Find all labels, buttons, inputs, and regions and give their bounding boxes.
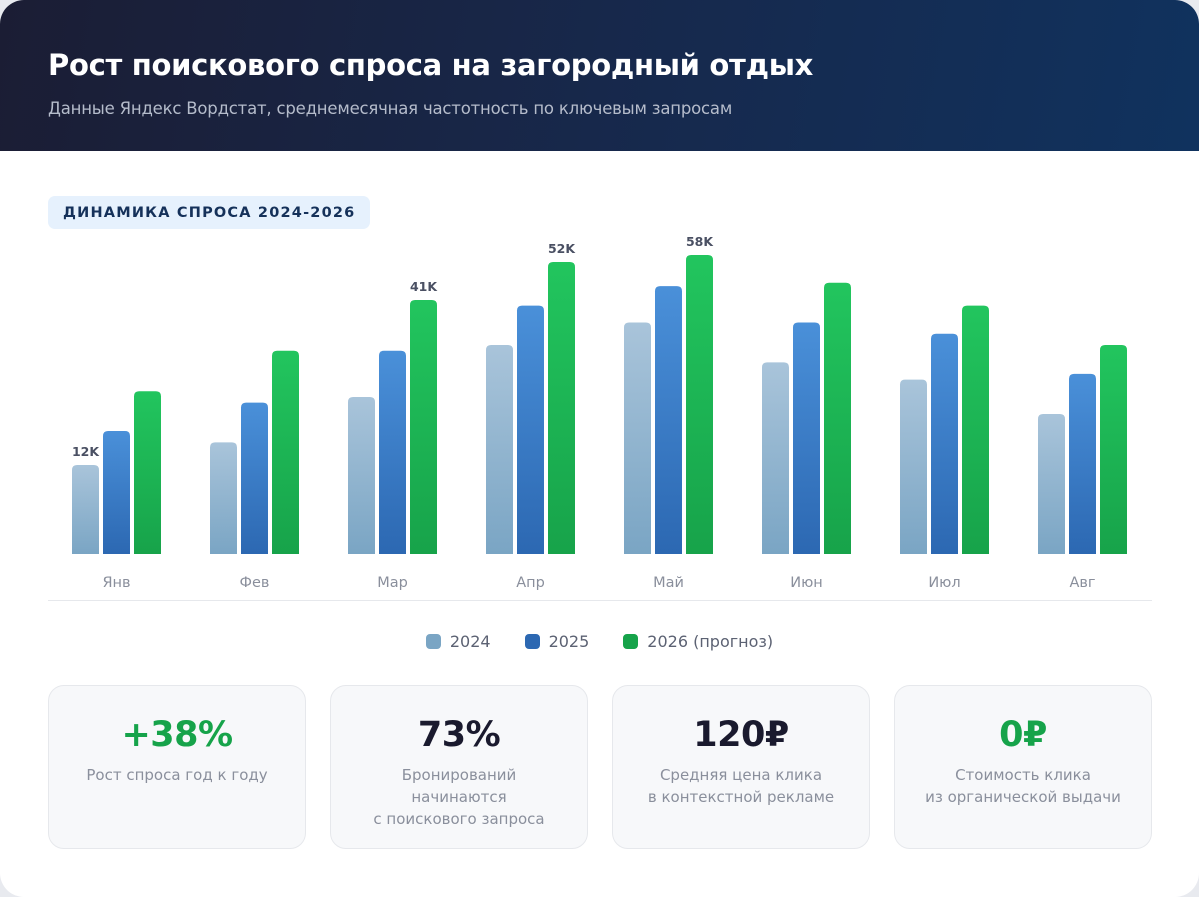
bar-Май-2024: [624, 322, 651, 554]
legend-label: 2024: [449, 632, 491, 651]
legend-swatch-icon: [623, 634, 639, 649]
bar-Янв-2026: [134, 391, 161, 554]
x-tick-label: Апр: [516, 575, 545, 591]
bar-Июн-2024: [762, 362, 789, 554]
bar-Фев-2024: [210, 442, 237, 554]
bar-Авг-2025: [1069, 373, 1096, 554]
legend-item-2026: 2026 (прогноз): [623, 632, 773, 651]
stat-card-growth: +38% Рост спроса год к году: [48, 685, 306, 849]
stat-card-organic: 0₽ Стоимость клика из органической выдач…: [894, 685, 1152, 849]
x-tick-label: Мар: [377, 575, 408, 591]
legend-swatch-icon: [425, 634, 441, 649]
data-label: 12K: [72, 444, 100, 459]
bar-Май-2026: [686, 255, 713, 554]
stat-value: 0₽: [999, 715, 1047, 755]
section-badge: ДИНАМИКА СПРОСА 2024-2026: [48, 196, 371, 229]
stat-value: +38%: [121, 715, 233, 755]
bar-Апр-2026: [548, 262, 575, 554]
bar-Мар-2026: [410, 300, 437, 554]
legend-item-2024: 2024: [425, 632, 491, 651]
stat-card-cpc: 120₽ Средняя цена клика в контекстной ре…: [612, 685, 870, 849]
stats-row: +38% Рост спроса год к году 73% Брониров…: [48, 685, 1152, 849]
data-label: 58K: [686, 234, 714, 249]
stat-card-bookings: 73% Бронирований начинаются с поискового…: [330, 685, 588, 849]
x-tick-label: Янв: [102, 575, 130, 591]
bar-Июн-2025: [793, 322, 820, 554]
bar-chart: Янв Фев Мар Апр Май Июн Июл Авг 12K 41K 52K 58K: [72, 234, 1127, 591]
bar-Июл-2024: [900, 379, 927, 554]
x-tick-label: Фев: [240, 575, 270, 591]
bar-Фев-2025: [241, 402, 268, 554]
stat-value: 73%: [417, 715, 501, 755]
x-tick-label: Июл: [928, 575, 960, 591]
bar-Авг-2024: [1038, 414, 1065, 554]
bar-Фев-2026: [272, 350, 299, 554]
bar-Авг-2026: [1100, 345, 1127, 554]
bar-Янв-2025: [103, 431, 130, 554]
bar-Июн-2026: [824, 282, 851, 554]
bar-Май-2025: [655, 286, 682, 554]
x-tick-label: Май: [653, 575, 684, 591]
bar-Июл-2025: [931, 333, 958, 554]
bar-Апр-2025: [517, 305, 544, 554]
stat-value: 120₽: [693, 715, 789, 755]
data-label: 52K: [548, 241, 576, 256]
header-banner: Рост поискового спроса на загородный отд…: [0, 0, 1199, 151]
bar-Мар-2025: [379, 350, 406, 554]
stat-description: Стоимость клика из органической выдачи: [925, 766, 1121, 806]
x-tick-label: Авг: [1069, 575, 1095, 591]
legend-swatch-icon: [524, 634, 540, 649]
bar-Янв-2024: [72, 465, 99, 554]
data-label: 41K: [410, 279, 438, 294]
stat-description: Средняя цена клика в контекстной рекламе: [647, 766, 835, 806]
page-title: Рост поискового спроса на загородный отд…: [48, 48, 814, 82]
legend-label: 2025: [548, 632, 590, 651]
stat-description: Рост спроса год к году: [86, 766, 268, 784]
chart-divider: [48, 600, 1152, 601]
chart-legend: 2024 2025 2026 (прогноз): [0, 632, 1199, 651]
stat-description: Бронирований начинаются с поискового зап…: [373, 766, 545, 828]
bar-Июл-2026: [962, 305, 989, 554]
bar-Апр-2024: [486, 345, 513, 554]
page-subtitle: Данные Яндекс Вордстат, среднемесячная ч…: [48, 99, 733, 118]
legend-label: 2026 (прогноз): [647, 632, 774, 651]
bar-Мар-2024: [348, 397, 375, 554]
legend-item-2025: 2025: [524, 632, 590, 651]
x-tick-label: Июн: [790, 575, 823, 591]
